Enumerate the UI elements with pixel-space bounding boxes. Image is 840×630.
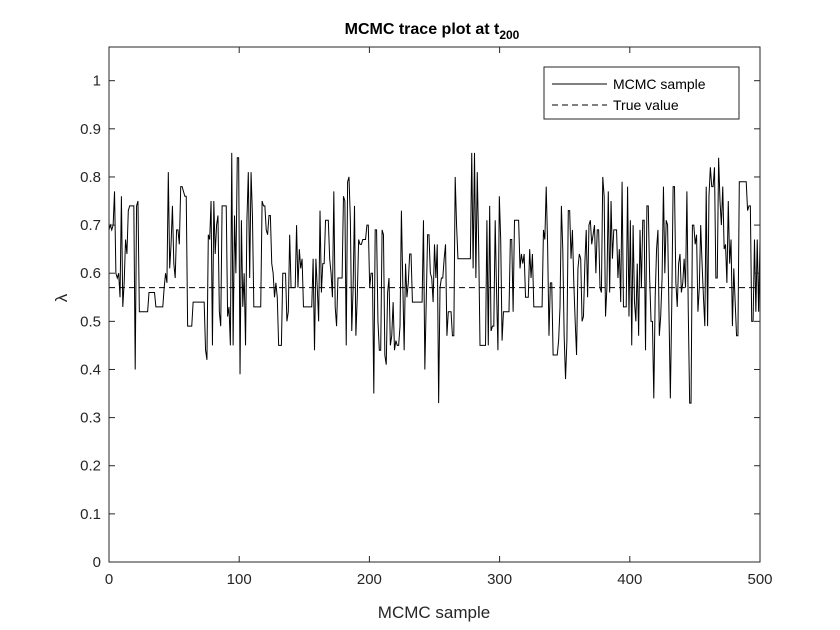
y-tick-label: 0.9 <box>80 121 101 138</box>
y-tick-label: 0.6 <box>80 265 101 282</box>
y-tick-label: 0 <box>93 554 101 571</box>
y-tick-label: 0.4 <box>80 361 101 378</box>
x-tick-label: 100 <box>227 571 252 588</box>
legend-box <box>543 66 740 120</box>
y-tick-label: 0.5 <box>80 313 101 330</box>
x-tick-label: 0 <box>105 571 113 588</box>
y-tick-label: 0.3 <box>80 410 101 427</box>
series-mcmc-sample <box>108 152 761 404</box>
chart-title-main: MCMC trace plot at t <box>345 21 500 38</box>
y-tick-label: 1 <box>93 73 101 90</box>
y-tick-label: 0.7 <box>80 217 101 234</box>
axes-background <box>109 47 760 562</box>
series-layer <box>108 152 761 404</box>
legend-label-mcmc-sample: MCMC sample <box>613 76 706 92</box>
chart-title: MCMC trace plot at t200 <box>345 21 520 42</box>
legend-label-true-value: True value <box>613 97 679 113</box>
x-axis-label: MCMC sample <box>378 603 490 622</box>
x-tick-label: 500 <box>747 571 772 588</box>
axes-frame <box>108 46 761 563</box>
x-tick-label: 300 <box>487 571 512 588</box>
legend: MCMC sample True value <box>543 66 740 120</box>
tick-layer: 0 100 200 300 400 500 0 0.1 0.2 0.3 0.4 0.5 0.6 0.7 0.… <box>80 47 773 588</box>
y-tick-label: 0.1 <box>80 506 101 523</box>
y-axis-label: λ <box>52 293 71 302</box>
x-tick-label: 400 <box>617 571 642 588</box>
y-tick-label: 0.8 <box>80 169 101 186</box>
y-tick-label: 0.2 <box>80 458 101 475</box>
chart-title-subscript: 200 <box>499 28 519 42</box>
x-tick-label: 200 <box>357 571 382 588</box>
